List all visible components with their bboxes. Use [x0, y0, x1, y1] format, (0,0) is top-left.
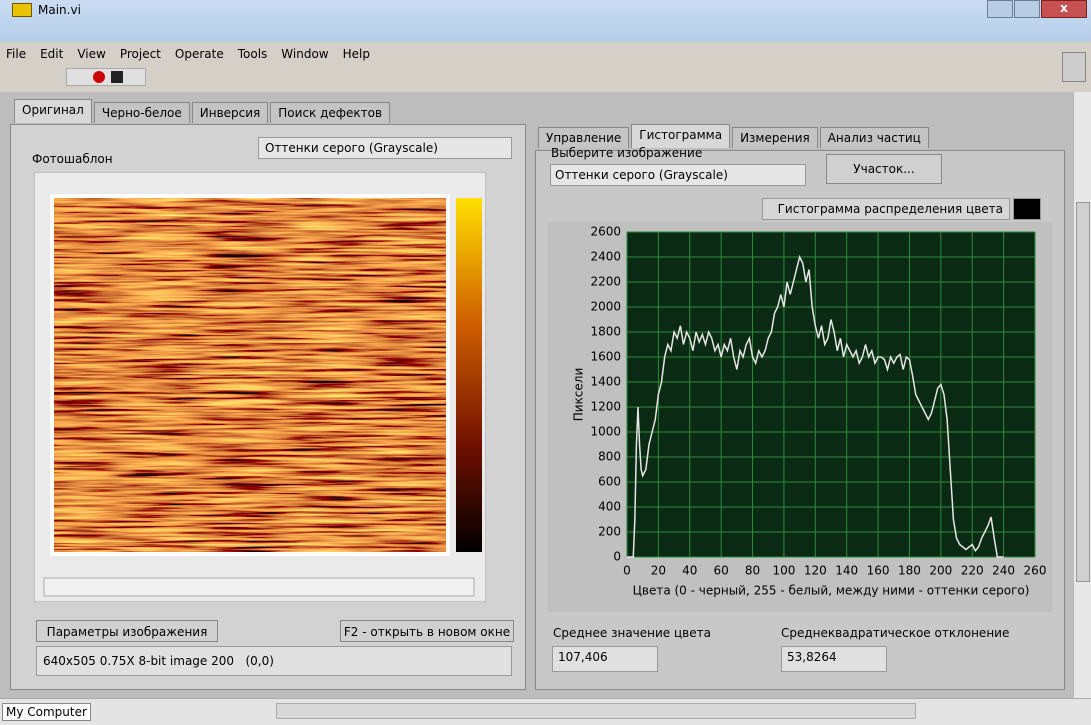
menu-item[interactable]: Operate [175, 47, 224, 65]
x-tick-label: 100 [772, 564, 795, 578]
x-tick-label: 120 [804, 564, 827, 578]
y-tick-label: 200 [598, 525, 621, 539]
menu-item[interactable]: Help [343, 47, 370, 65]
menu-item[interactable]: Edit [40, 47, 63, 65]
histogram-chart: 0200400600800100012001400160018002000220… [547, 222, 1053, 612]
histogram-source-dropdown[interactable]: Оттенки серого (Grayscale) [550, 164, 806, 186]
x-tick-label: 0 [623, 564, 631, 578]
left-tab[interactable]: Оригинал [14, 99, 92, 123]
y-tick-label: 1600 [590, 350, 621, 364]
minimize-button[interactable] [987, 0, 1013, 18]
y-tick-label: 1400 [590, 375, 621, 389]
y-tick-label: 400 [598, 500, 621, 514]
right-tab[interactable]: Управление [538, 127, 629, 148]
close-button[interactable]: x [1041, 0, 1087, 18]
x-tick-label: 260 [1024, 564, 1047, 578]
open-window-button[interactable]: F2 - открыть в новом окне [340, 620, 514, 642]
y-tick-label: 0 [613, 550, 621, 564]
legend-swatch [1013, 198, 1041, 220]
y-axis-label: Пиксели [572, 368, 586, 422]
std-label: Среднеквадратическое отклонение [781, 626, 1009, 640]
y-tick-label: 600 [598, 475, 621, 489]
image-params-button[interactable]: Параметры изображения [36, 620, 218, 642]
menu-item[interactable]: File [6, 47, 26, 65]
image-display [34, 172, 486, 602]
x-tick-label: 240 [992, 564, 1015, 578]
scroll-thumb[interactable] [1076, 202, 1090, 582]
app-icon [12, 3, 32, 17]
vi-icon [1062, 52, 1086, 82]
y-tick-label: 2600 [590, 225, 621, 239]
status-scrollbar[interactable] [276, 703, 916, 719]
x-tick-label: 160 [867, 564, 890, 578]
menu-item[interactable]: Project [120, 47, 161, 65]
menu-bar: File Edit View Project Operate Tools Window Hel… [6, 47, 370, 65]
y-tick-label: 800 [598, 450, 621, 464]
right-tab[interactable]: Гистограмма [631, 124, 730, 148]
window-title: Main.vi [38, 3, 81, 17]
image-info: 640x505 0.75X 8-bit image 200 (0,0) [36, 646, 512, 676]
y-tick-label: 1200 [590, 400, 621, 414]
y-tick-label: 2400 [590, 250, 621, 264]
image-content [54, 198, 446, 552]
select-label: Выберите изображение [551, 146, 702, 160]
y-tick-label: 1000 [590, 425, 621, 439]
x-tick-label: 40 [682, 564, 697, 578]
region-button[interactable]: Участок... [826, 154, 942, 184]
vertical-scrollbar[interactable] [1073, 92, 1091, 698]
x-tick-label: 80 [745, 564, 760, 578]
x-tick-label: 180 [898, 564, 921, 578]
std-value: 53,8264 [781, 646, 887, 672]
left-tab[interactable]: Черно-белое [94, 102, 190, 123]
right-tab[interactable]: Измерения [732, 127, 818, 148]
horizontal-scrollbar[interactable] [44, 578, 474, 596]
x-tick-label: 60 [714, 564, 729, 578]
x-axis-label: Цвета (0 - черный, 255 - белый, между ни… [633, 584, 1030, 598]
status-target: My Computer [2, 703, 91, 721]
title-bar: Main.vi x [0, 0, 1091, 42]
plot-area [627, 232, 1035, 557]
y-tick-label: 1800 [590, 325, 621, 339]
app-window: Main.vi x File Edit View Project Operate Tool… [0, 0, 1091, 725]
toolbar [66, 68, 146, 86]
image-label: Фотошаблон [32, 152, 113, 166]
y-tick-label: 2200 [590, 275, 621, 289]
chart-legend-title: Гистограмма распределения цвета [762, 198, 1010, 220]
pause-button[interactable] [111, 71, 123, 83]
x-tick-label: 200 [929, 564, 952, 578]
x-tick-label: 220 [961, 564, 984, 578]
status-bar: My Computer [0, 698, 1091, 725]
image-select-dropdown[interactable]: Оттенки серого (Grayscale) [258, 137, 512, 159]
colorbar [456, 198, 482, 552]
maximize-button[interactable] [1014, 0, 1040, 18]
menu-item[interactable]: View [77, 47, 105, 65]
mean-value: 107,406 [552, 646, 658, 672]
menu-item[interactable]: Window [281, 47, 328, 65]
menu-item[interactable]: Tools [238, 47, 268, 65]
left-tab[interactable]: Поиск дефектов [270, 102, 390, 123]
stop-button[interactable] [93, 71, 105, 83]
left-tab[interactable]: Инверсия [192, 102, 269, 123]
x-tick-label: 140 [835, 564, 858, 578]
right-tab[interactable]: Анализ частиц [820, 127, 929, 148]
x-tick-label: 20 [651, 564, 666, 578]
y-tick-label: 2000 [590, 300, 621, 314]
mean-label: Среднее значение цвета [553, 626, 711, 640]
